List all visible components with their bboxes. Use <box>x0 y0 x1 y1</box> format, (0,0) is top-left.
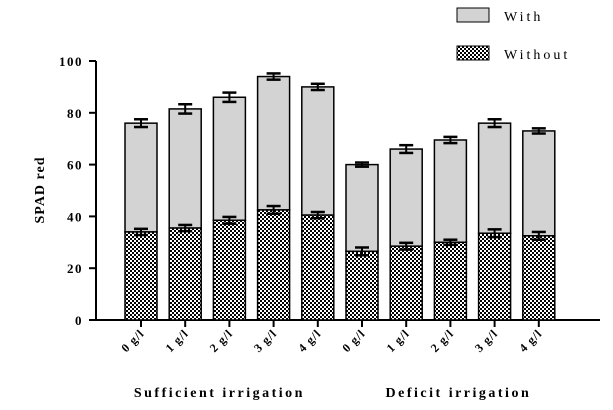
x-tick-label: 0 g/l <box>118 326 147 355</box>
bars <box>124 75 556 321</box>
x-tick-label: 4 g/l <box>295 326 324 355</box>
group-labels: Sufficient irrigation Deficit irrigation <box>134 386 532 401</box>
bar-with <box>477 122 512 234</box>
bar-without <box>301 214 335 321</box>
y-tick-label: 20 <box>67 261 83 276</box>
bar-with <box>433 139 468 244</box>
bar-without <box>522 235 556 321</box>
bar-with <box>168 108 202 229</box>
bar-with <box>256 75 291 211</box>
x-tick-labels: 0 g/l 1 g/l 2 g/l 3 g/l 4 g/l 0 g/l 1 g/l 2 g/l… <box>118 326 545 355</box>
legend-swatch-without <box>456 45 490 61</box>
y-axis-title: SPAD red <box>33 157 48 224</box>
group-label: Sufficient irrigation <box>134 386 305 401</box>
legend-label-with: With <box>504 10 543 25</box>
y-tick-label: 80 <box>67 106 83 121</box>
bar-without <box>433 241 468 321</box>
bar-with <box>301 86 335 216</box>
group-label: Deficit irrigation <box>386 386 532 401</box>
y-tick-label: 60 <box>67 158 83 173</box>
x-tick-label: 3 g/l <box>251 326 280 355</box>
bar-with <box>389 148 423 247</box>
bar-without <box>389 245 423 321</box>
y-tick-label: 100 <box>59 54 83 69</box>
bar-without <box>256 209 291 321</box>
x-tick-label: 0 g/l <box>339 326 368 355</box>
x-tick-label: 3 g/l <box>472 326 501 355</box>
bar-with <box>345 163 379 253</box>
legend: With Without <box>456 7 570 63</box>
x-tick-label: 1 g/l <box>384 326 413 355</box>
x-tick-label: 2 g/l <box>207 326 236 355</box>
legend-label-without: Without <box>504 48 570 63</box>
bar-without <box>124 231 158 321</box>
bar-with <box>124 122 158 233</box>
y-axis: 0 20 40 60 80 100 <box>59 54 97 328</box>
error-bars <box>134 72 546 257</box>
x-tick-label: 1 g/l <box>163 326 192 355</box>
x-tick-label: 4 g/l <box>516 326 545 355</box>
x-tick-label: 2 g/l <box>428 326 457 355</box>
y-tick-label: 0 <box>75 313 83 328</box>
bar-with <box>212 96 247 222</box>
bar-without <box>168 227 202 321</box>
bar-without <box>345 250 379 321</box>
y-tick-label: 40 <box>67 209 83 224</box>
legend-swatch-with <box>456 7 490 23</box>
bar-with <box>522 130 556 237</box>
bar-without <box>212 219 247 321</box>
x-axis <box>96 319 600 327</box>
bar-without <box>477 232 512 321</box>
